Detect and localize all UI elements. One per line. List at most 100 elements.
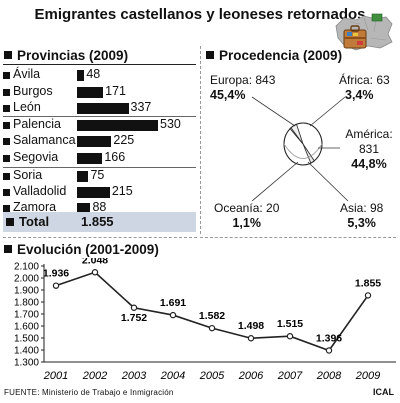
province-row: Palencia 530 <box>0 116 196 135</box>
leader-line-europa <box>251 96 296 127</box>
province-bar <box>77 153 103 164</box>
credit-label: ICAL <box>373 387 394 397</box>
data-point <box>247 335 255 342</box>
x-tick-label: 2007 <box>277 370 303 382</box>
province-row: Soria 75 <box>0 167 196 186</box>
bullet-square-icon <box>206 51 214 59</box>
data-label: 1.396 <box>316 332 342 344</box>
province-name: Valladolid <box>13 184 67 198</box>
bullet-square-icon <box>3 155 10 162</box>
data-label: 1.582 <box>199 310 225 322</box>
x-tick-label: 2001 <box>43 370 68 382</box>
x-tick-label: 2002 <box>82 370 107 382</box>
data-point <box>130 304 138 311</box>
leader-line-africa <box>309 96 346 127</box>
oceania-count: Oceanía: 20 <box>214 201 280 215</box>
province-name: Palencia <box>13 117 61 131</box>
province-row: Zamora 88 <box>0 199 196 218</box>
procedencia-pie-chart <box>251 96 349 202</box>
province-bar <box>77 171 89 182</box>
y-tick-label: 1.300 <box>14 358 39 369</box>
america-count: 831 <box>358 142 380 156</box>
europa-count: Europa: 843 <box>210 73 276 87</box>
source-note: FUENTE: Ministerio de Trabajo e Inmigrac… <box>4 388 174 397</box>
oceania-pct: 1,1% <box>232 216 261 230</box>
province-bar <box>77 87 104 98</box>
y-tick-label: 2.100 <box>14 262 39 273</box>
province-row: Ávila 48 <box>0 66 196 85</box>
province-value: 48 <box>86 67 101 81</box>
data-point <box>325 347 333 354</box>
europa-pct: 45,4% <box>210 88 246 102</box>
divider <box>200 237 396 238</box>
bullet-square-icon <box>4 51 12 59</box>
y-tick-label: 1.600 <box>14 322 39 333</box>
bullet-square-icon <box>3 89 10 96</box>
x-tick-label: 2006 <box>238 370 264 382</box>
province-bar <box>77 103 129 114</box>
province-bar <box>77 203 91 214</box>
map-with-suitcase-icon <box>335 13 393 51</box>
total-label: Total <box>19 214 50 229</box>
province-value: 337 <box>130 100 152 114</box>
x-tick-label: 2009 <box>355 370 380 382</box>
bullet-square-icon <box>6 218 14 226</box>
data-point <box>208 324 216 332</box>
province-name: Burgos <box>13 84 53 98</box>
province-row: León 337 <box>0 99 196 118</box>
total-value: 1.855 <box>81 214 114 229</box>
x-tick-label: 2004 <box>160 370 185 382</box>
province-bar <box>77 120 158 131</box>
africa-pct: 3,4% <box>345 88 374 102</box>
y-tick-label: 1.500 <box>14 334 39 345</box>
province-name: Salamanca <box>13 133 76 147</box>
chart-title: Emigrantes castellanos y leoneses retorn… <box>34 6 366 23</box>
label-europa: Europa: 843 45,4% <box>210 73 275 103</box>
asia-pct: 5,3% <box>347 216 376 230</box>
province-name: León <box>13 100 41 114</box>
province-name: Ávila <box>13 67 41 81</box>
provincias-heading: Provincias (2009) <box>4 47 128 65</box>
bullet-square-icon <box>3 122 10 129</box>
data-label: 1.691 <box>160 297 186 309</box>
label-africa: África: 63 3,4% <box>339 73 390 103</box>
procedencia-heading: Procedencia (2009) <box>206 47 342 65</box>
data-point <box>286 332 294 340</box>
province-value: 215 <box>111 184 133 198</box>
bullet-square-icon <box>3 72 10 79</box>
bullet-square-icon <box>3 173 10 180</box>
province-value: 530 <box>160 117 181 131</box>
data-label: 2.048 <box>82 258 108 266</box>
data-point <box>52 282 60 289</box>
province-name: Segovia <box>13 150 59 164</box>
leader-line-asia <box>307 161 349 202</box>
province-row: Burgos 171 <box>0 83 196 102</box>
data-point <box>169 311 177 319</box>
province-name: Soria <box>13 168 43 182</box>
bullet-square-icon <box>3 189 10 196</box>
leader-line-oceania <box>251 161 299 202</box>
asia-count: Asia: 98 <box>340 201 384 215</box>
divider <box>3 237 197 238</box>
evolucion-line-chart: 2.1002.0001.9001.8001.7001.6001.5001.400… <box>14 258 396 382</box>
bullet-square-icon <box>4 245 12 253</box>
divider <box>200 46 201 234</box>
y-tick-label: 1.900 <box>14 286 39 297</box>
data-point <box>91 269 99 276</box>
province-bar <box>77 187 110 198</box>
divider <box>3 116 196 117</box>
province-row: Salamanca 225 <box>0 132 196 151</box>
bullet-square-icon <box>3 205 10 212</box>
bullet-square-icon <box>3 105 10 112</box>
data-label: 1.498 <box>238 320 264 332</box>
y-tick-label: 1.400 <box>14 346 39 357</box>
province-row: Valladolid 215 <box>0 183 196 202</box>
province-value: 75 <box>90 168 105 182</box>
x-tick-label: 2005 <box>199 370 225 382</box>
divider <box>3 167 196 168</box>
evolucion-heading: Evolución (2001-2009) <box>4 241 159 259</box>
data-label: 1.936 <box>43 268 69 280</box>
x-tick-label: 2008 <box>316 370 342 382</box>
x-tick-label: 2003 <box>121 370 147 382</box>
province-row: Segovia 166 <box>0 149 196 168</box>
